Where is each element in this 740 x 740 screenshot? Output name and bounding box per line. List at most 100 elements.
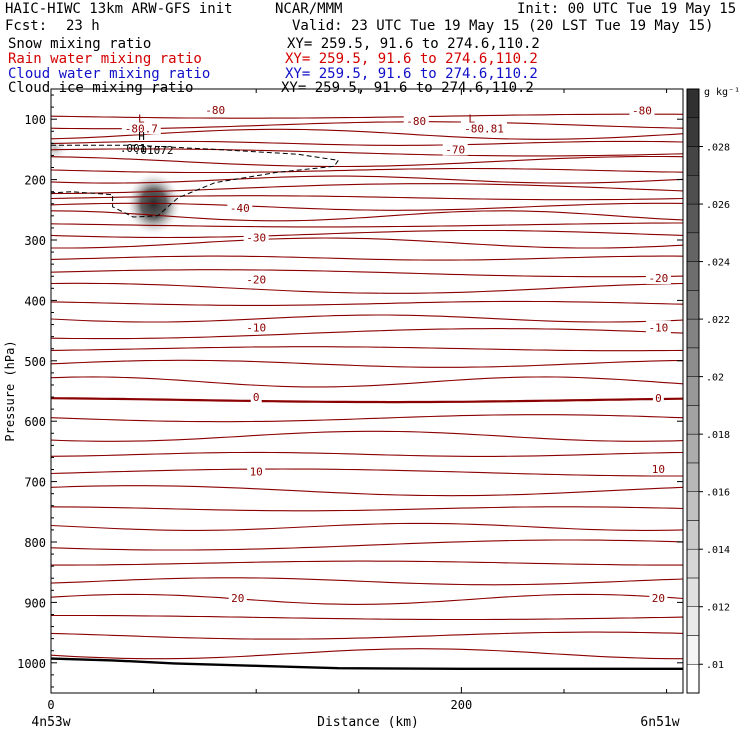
field-label-snow: Snow mixing ratio bbox=[8, 36, 152, 52]
colorbar-segment bbox=[686, 117, 700, 147]
fcst-label: Fcst: bbox=[5, 18, 48, 34]
isotherm-line bbox=[51, 210, 683, 222]
contour-label-bg bbox=[652, 391, 664, 405]
cloud-ice-labels: H.01072.001 bbox=[120, 130, 174, 157]
isotherm-line bbox=[51, 359, 683, 368]
colorbar-segment bbox=[686, 577, 700, 607]
isotherm-line bbox=[51, 269, 683, 278]
contour-label: -80.81 bbox=[464, 122, 504, 135]
contour-label: -20 bbox=[648, 272, 668, 285]
cloud-ice-high-marker: H bbox=[138, 130, 145, 143]
x-end-label: 6n51w bbox=[640, 715, 679, 730]
isotherm-line bbox=[51, 175, 683, 184]
colorbar-segment bbox=[686, 491, 700, 521]
contour-label-bg bbox=[247, 464, 266, 478]
isotherm-line bbox=[51, 113, 683, 119]
isotherm-line bbox=[51, 229, 683, 239]
isotherm-line bbox=[51, 183, 683, 195]
contour-label: -80 bbox=[632, 105, 652, 118]
colorbar-segment bbox=[686, 433, 700, 464]
contour-label: 0 bbox=[253, 391, 260, 404]
contour-label: 20 bbox=[231, 592, 244, 605]
contour-label-bg bbox=[645, 320, 671, 334]
colorbar-tick-label: .014 bbox=[706, 545, 730, 556]
contour-label: -20 bbox=[246, 273, 266, 286]
init-time: Init: 00 UTC Tue 19 May 15 bbox=[517, 1, 737, 17]
contour-label-bg bbox=[645, 271, 671, 285]
colorbar-segment bbox=[686, 606, 700, 636]
x-axis-label: Distance (km) bbox=[317, 715, 419, 730]
field-label-rain: Rain water mixing ratio bbox=[8, 51, 202, 67]
y-tick-label: 300 bbox=[24, 234, 46, 248]
isotherm-line bbox=[51, 328, 683, 340]
colorbar-segment bbox=[686, 261, 700, 291]
isotherm-line bbox=[51, 539, 683, 551]
colorbar-tick-label: .028 bbox=[706, 143, 730, 154]
field-label-cloudice: Cloud ice mixing ratio bbox=[8, 80, 194, 96]
isotherm-line bbox=[51, 614, 683, 621]
isotherm-line bbox=[51, 195, 683, 201]
fcst-value: 23 h bbox=[66, 18, 100, 34]
y-tick-label: 600 bbox=[24, 415, 46, 429]
isotherm-line bbox=[51, 346, 683, 352]
y-tick-label: 200 bbox=[24, 174, 46, 188]
isotherm-line bbox=[51, 577, 683, 586]
colorbar-segment bbox=[686, 318, 700, 349]
isotherm-line bbox=[51, 222, 683, 228]
y-tick-label: 500 bbox=[24, 355, 46, 369]
contour-label: 0 bbox=[655, 392, 662, 405]
y-tick-label: 900 bbox=[24, 596, 46, 610]
colorbar-tick-label: .02 bbox=[706, 373, 724, 384]
colorbar-segment bbox=[686, 663, 700, 694]
field-xy-cloudwater: XY= 259.5, 91.6 to 274.6,110.2 bbox=[285, 66, 538, 82]
org-label: NCAR/MMM bbox=[275, 1, 343, 17]
field-xy-cloudice: XY= 259.5, 91.6 to 274.6,110.2 bbox=[281, 80, 534, 96]
contour-label: -10 bbox=[648, 322, 668, 335]
contour-label-bg bbox=[227, 200, 253, 214]
cloud-ice-001-contour bbox=[51, 144, 340, 218]
isotherm-line bbox=[51, 451, 683, 457]
temperature-contours bbox=[51, 113, 683, 660]
cloud-ice-edge-shading bbox=[51, 134, 69, 163]
colorbar-tick-label: .018 bbox=[706, 430, 730, 441]
colorbar-segment bbox=[686, 635, 700, 665]
contour-label-bg bbox=[228, 591, 247, 605]
contour-label: 10 bbox=[250, 465, 263, 478]
contour-label-bg bbox=[403, 114, 429, 128]
y-tick-label: 100 bbox=[24, 113, 46, 127]
x-start-label: 4n53w bbox=[31, 715, 70, 730]
colorbar-segment bbox=[686, 376, 700, 406]
cloud-ice-contour-label: .001 bbox=[120, 142, 147, 155]
contour-label-bg bbox=[442, 142, 468, 156]
isotherm-line bbox=[51, 202, 683, 211]
contour-label-bg bbox=[243, 272, 269, 286]
colorbar-segment bbox=[686, 175, 700, 205]
colorbar-segment bbox=[686, 405, 700, 435]
contour-label: -40 bbox=[230, 202, 250, 215]
colorbar-segment bbox=[686, 462, 700, 492]
x-tick-label: 200 bbox=[451, 698, 473, 712]
isotherm-line bbox=[51, 148, 683, 157]
isotherm-line bbox=[51, 255, 683, 261]
colorbar-tick-label: .024 bbox=[706, 258, 730, 269]
colorbar-segment bbox=[686, 548, 700, 579]
field-label-cloudwater: Cloud water mixing ratio bbox=[8, 66, 211, 82]
colorbar-segment bbox=[686, 290, 700, 320]
colorbar-segment bbox=[686, 347, 700, 377]
colorbar-segment bbox=[686, 232, 700, 262]
colorbar-unit: g kg⁻¹ bbox=[704, 87, 740, 98]
y-tick-label: 800 bbox=[24, 536, 46, 550]
isotherm-line bbox=[51, 237, 683, 249]
isotherm-line bbox=[51, 314, 683, 323]
isotherm-line bbox=[51, 648, 683, 660]
plot-frame bbox=[50, 88, 684, 694]
isotherm-line bbox=[51, 300, 683, 306]
colorbar-tick-label: .022 bbox=[706, 315, 730, 326]
contour-label-bg bbox=[250, 390, 262, 404]
contour-label: -70 bbox=[445, 143, 465, 156]
surface-pressure-curve bbox=[51, 657, 683, 670]
low-marker: L bbox=[138, 113, 145, 126]
isotherm-line bbox=[51, 485, 683, 497]
isotherm-line bbox=[51, 140, 683, 146]
